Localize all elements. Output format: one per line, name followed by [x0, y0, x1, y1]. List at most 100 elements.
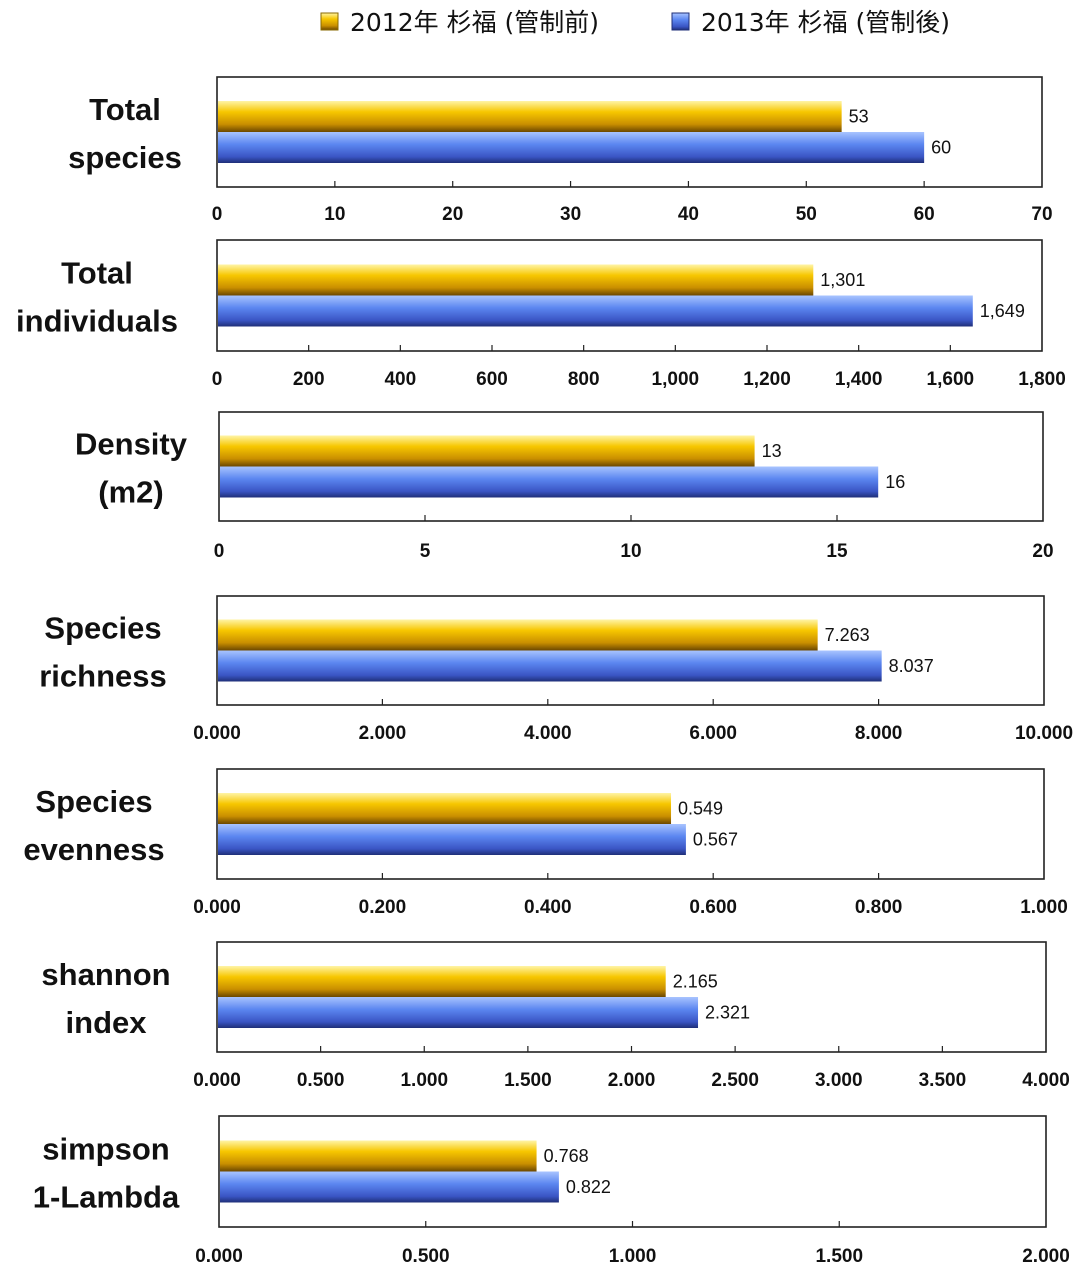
tick-label: 20: [1032, 541, 1053, 562]
row-label: (m2): [98, 475, 163, 510]
bar-2013: [218, 997, 699, 1028]
tick-label: 10.000: [1015, 723, 1073, 744]
tick-label: 3.500: [919, 1070, 967, 1091]
tick-label: 1,200: [743, 369, 791, 390]
panel-4: 7.263 8.037 0.000 2.000 4.000 6.000 8.000 10.00…: [39, 595, 1073, 744]
row-label: Total: [61, 256, 133, 291]
bar-2012: [218, 619, 818, 651]
legend-swatch-2013: [671, 12, 690, 31]
tick-label: 1.000: [1020, 897, 1068, 918]
tick-label: 0.400: [524, 897, 572, 918]
data-label-2013: 60: [931, 138, 951, 158]
row-label: richness: [39, 659, 167, 694]
tick-label: 10: [324, 204, 345, 225]
tick-label: 0.200: [359, 897, 407, 918]
tick-label: 2.500: [711, 1070, 759, 1091]
row-label: Species: [44, 611, 161, 646]
tick-label: 0.000: [193, 897, 241, 918]
tick-label: 70: [1031, 204, 1052, 225]
legend-label-2012: 2012年 杉福 (管制前): [350, 8, 599, 37]
data-label-2012: 1,301: [820, 270, 865, 290]
data-label-2013: 8.037: [889, 656, 934, 676]
data-label-2012: 13: [762, 441, 782, 461]
tick-label: 30: [560, 204, 581, 225]
tick-label: 1.000: [609, 1246, 657, 1267]
row-label: species: [68, 140, 182, 175]
tick-label: 8.000: [855, 723, 903, 744]
tick-label: 3.000: [815, 1070, 863, 1091]
tick-label: 0: [214, 541, 225, 562]
data-label-2012: 0.549: [678, 799, 723, 819]
panel-6: 2.165 2.321 0.000 0.500 1.000 1.500 2.000 2.500…: [41, 941, 1070, 1091]
panel-3: 13 16 0 5 10 15 20 Density (m2): [75, 411, 1054, 562]
tick-label: 0.000: [193, 723, 241, 744]
row-label: index: [66, 1005, 148, 1040]
bar-2012: [218, 101, 842, 132]
tick-label: 200: [293, 369, 325, 390]
bar-2013: [218, 132, 925, 163]
data-label-2013: 1,649: [980, 301, 1025, 321]
row-label: simpson: [42, 1132, 169, 1167]
tick-label: 600: [476, 369, 508, 390]
tick-label: 1,400: [835, 369, 883, 390]
tick-label: 400: [384, 369, 416, 390]
tick-label: 2.000: [608, 1070, 656, 1091]
tick-label: 0.000: [193, 1070, 241, 1091]
tick-label: 1,800: [1018, 369, 1066, 390]
tick-label: 60: [914, 204, 935, 225]
tick-label: 2.000: [1022, 1246, 1070, 1267]
tick-label: 800: [568, 369, 600, 390]
bar-2012: [220, 1140, 537, 1172]
bar-2013: [218, 824, 686, 855]
tick-label: 10: [620, 541, 641, 562]
tick-label: 0.600: [689, 897, 737, 918]
tick-label: 2.000: [359, 723, 407, 744]
data-label-2013: 0.567: [693, 830, 738, 850]
data-label-2012: 0.768: [544, 1146, 589, 1166]
tick-label: 20: [442, 204, 463, 225]
row-label: evenness: [23, 832, 164, 867]
bar-2013: [220, 466, 879, 498]
tick-label: 4.000: [524, 723, 572, 744]
tick-label: 0.000: [195, 1246, 243, 1267]
legend: 2012年 杉福 (管制前) 2013年 杉福 (管制後): [320, 8, 950, 37]
row-label: shannon: [41, 957, 170, 992]
tick-label: 4.000: [1022, 1070, 1070, 1091]
row-label: Density: [75, 427, 188, 462]
tick-label: 1.000: [400, 1070, 448, 1091]
bar-2012: [220, 435, 755, 467]
tick-label: 0.500: [297, 1070, 345, 1091]
bar-2012: [218, 966, 666, 997]
tick-label: 1,000: [652, 369, 700, 390]
bar-2013: [218, 295, 973, 327]
tick-label: 15: [826, 541, 848, 562]
row-label: Total: [89, 92, 161, 127]
bar-2012: [218, 793, 672, 824]
row-label: 1-Lambda: [33, 1180, 180, 1215]
tick-label: 6.000: [689, 723, 737, 744]
tick-label: 40: [678, 204, 699, 225]
bar-2013: [218, 650, 882, 682]
data-label-2012: 53: [849, 107, 869, 127]
tick-label: 0.500: [402, 1246, 450, 1267]
legend-swatch-2012: [320, 12, 339, 31]
bar-2012: [218, 264, 814, 296]
tick-label: 1.500: [815, 1246, 863, 1267]
data-label-2012: 2.165: [673, 972, 718, 992]
data-label-2013: 2.321: [705, 1003, 750, 1023]
data-label-2012: 7.263: [825, 625, 870, 645]
tick-label: 0: [212, 369, 223, 390]
data-label-2013: 0.822: [566, 1177, 611, 1197]
panel-5: 0.549 0.567 0.000 0.200 0.400 0.600 0.800 1.000…: [23, 768, 1068, 918]
bar-2013: [220, 1171, 559, 1203]
panel-2: 1,301 1,649 0 200 400 600 800 1,000 1,200 1,400 1,…: [16, 239, 1066, 390]
panel-1: 53 60 0 10 20 30 40 50 60 70 Total species: [68, 76, 1053, 225]
tick-label: 1.500: [504, 1070, 552, 1091]
tick-label: 0.800: [855, 897, 903, 918]
row-label: Species: [35, 784, 152, 819]
tick-label: 5: [420, 541, 431, 562]
tick-label: 50: [796, 204, 817, 225]
row-label: individuals: [16, 304, 178, 339]
